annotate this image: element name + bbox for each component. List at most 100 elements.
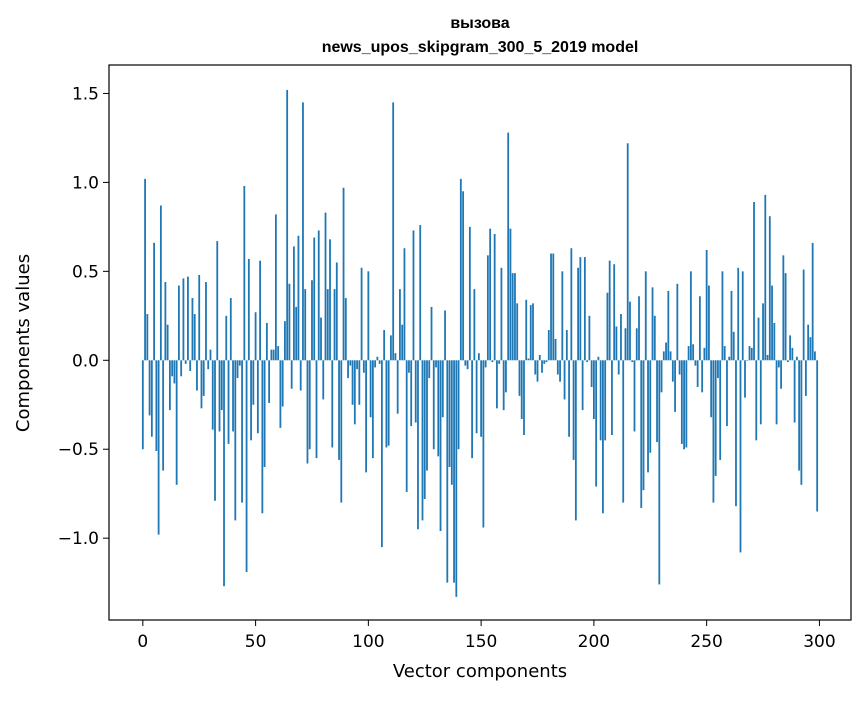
bar [238,360,241,366]
bar [484,360,487,368]
bar [383,330,386,361]
bar [450,360,453,485]
bar [329,239,331,361]
bar [338,360,340,460]
bar [270,349,273,361]
bar [254,312,257,361]
x-tick-label: 0 [137,632,148,652]
bar [712,360,715,503]
bar [588,315,591,361]
bar [685,360,688,448]
bar [726,360,728,427]
bar [570,248,573,361]
bar [586,360,589,363]
bar [144,178,146,361]
bar [214,360,216,501]
bar [626,143,629,361]
bar [644,271,647,361]
bar [762,303,764,361]
bar [759,360,762,425]
bar [676,283,679,361]
bar [227,360,230,444]
bar [299,360,302,391]
bar [656,360,658,443]
bar [358,360,361,405]
bar [653,315,656,361]
bar [680,360,683,444]
bar [500,267,503,361]
bar [157,360,160,535]
bar [401,324,404,361]
bar [387,360,390,446]
bar [665,342,667,361]
bar [297,235,300,361]
bar [353,360,356,425]
bar [466,360,469,370]
bar [155,360,158,452]
bar [771,285,773,361]
bar [241,360,243,503]
bar [482,360,485,528]
bar [223,360,225,587]
bar [378,360,381,364]
bar [218,360,221,432]
bar [592,360,595,419]
bar [225,315,228,361]
bar [274,214,277,361]
bar [615,326,618,361]
bar [205,282,207,361]
bar [642,360,645,491]
bar [674,360,676,412]
bar [207,360,210,370]
bar [611,360,613,435]
bar [175,360,178,485]
bar [473,289,476,361]
bar [313,237,316,361]
bar [403,248,406,361]
bar [809,337,812,361]
bar [468,226,471,361]
bar [243,185,246,361]
bar [302,102,304,361]
bar [744,360,746,398]
bar [141,360,144,450]
bar [563,360,566,400]
bar [804,360,807,396]
bar [281,360,284,407]
bar [340,360,343,503]
bar [263,360,266,468]
bar [376,356,379,361]
bar [335,262,338,361]
x-tick-label: 150 [465,632,497,652]
plot-frame [108,64,852,621]
bar [802,269,805,361]
y-tick-label: −1.0 [58,529,99,549]
bar [753,201,755,361]
bar [523,360,525,435]
bar [710,360,713,418]
bar [766,354,769,361]
bar [687,346,690,361]
bar [755,360,758,441]
bar [764,194,767,361]
bar [356,360,358,370]
bar [678,360,681,375]
bar [520,360,523,419]
bar [651,287,654,361]
bar [561,271,564,361]
bar [737,267,740,361]
bar [730,290,733,361]
bar [171,360,174,377]
bar [536,360,539,382]
bar [633,360,636,432]
bar [380,360,383,548]
bar [344,298,347,361]
bar [362,360,365,373]
bar [385,360,388,448]
y-tick-label: 0.0 [72,351,99,371]
bar [256,360,259,434]
bar [635,328,638,361]
bar [514,273,516,361]
bar [369,360,372,418]
bar [437,360,440,457]
